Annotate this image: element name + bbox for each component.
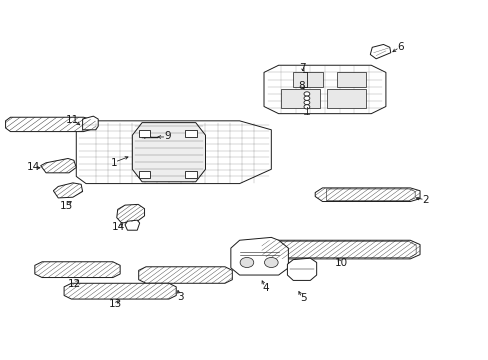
Circle shape (304, 105, 309, 109)
Circle shape (240, 257, 253, 267)
Text: 7: 7 (298, 63, 305, 73)
Polygon shape (230, 237, 288, 275)
Polygon shape (76, 121, 271, 184)
Text: 14: 14 (112, 222, 125, 232)
Text: 10: 10 (334, 258, 347, 268)
Text: 5: 5 (299, 293, 305, 303)
Circle shape (304, 92, 309, 96)
Polygon shape (315, 188, 419, 202)
Text: 3: 3 (177, 292, 183, 302)
Polygon shape (35, 262, 120, 278)
Text: 12: 12 (68, 279, 81, 289)
Polygon shape (132, 123, 205, 182)
Text: 1: 1 (110, 158, 117, 168)
Bar (184, 171, 196, 178)
Text: 14: 14 (27, 162, 41, 172)
Text: 15: 15 (60, 201, 73, 211)
Polygon shape (125, 220, 140, 230)
Bar (184, 130, 196, 137)
Polygon shape (264, 65, 385, 114)
Circle shape (304, 96, 309, 100)
Bar (139, 130, 150, 137)
Circle shape (264, 257, 278, 267)
Text: 9: 9 (164, 131, 170, 141)
Text: 11: 11 (66, 115, 80, 125)
Polygon shape (5, 117, 96, 132)
Polygon shape (82, 116, 98, 130)
Bar (327, 89, 366, 108)
Bar (336, 72, 366, 87)
Bar (139, 171, 150, 178)
Bar (281, 89, 320, 108)
Text: 2: 2 (422, 195, 428, 206)
Polygon shape (287, 258, 316, 280)
Polygon shape (139, 267, 232, 283)
Circle shape (304, 100, 309, 105)
Polygon shape (53, 183, 82, 198)
Text: 8: 8 (298, 81, 305, 91)
Polygon shape (64, 283, 176, 299)
Text: 13: 13 (108, 300, 122, 310)
Bar (293, 72, 322, 87)
Polygon shape (261, 240, 419, 259)
Text: 4: 4 (262, 283, 269, 293)
Text: 6: 6 (396, 42, 403, 51)
Polygon shape (41, 158, 76, 173)
Polygon shape (369, 44, 390, 59)
Polygon shape (117, 204, 144, 223)
